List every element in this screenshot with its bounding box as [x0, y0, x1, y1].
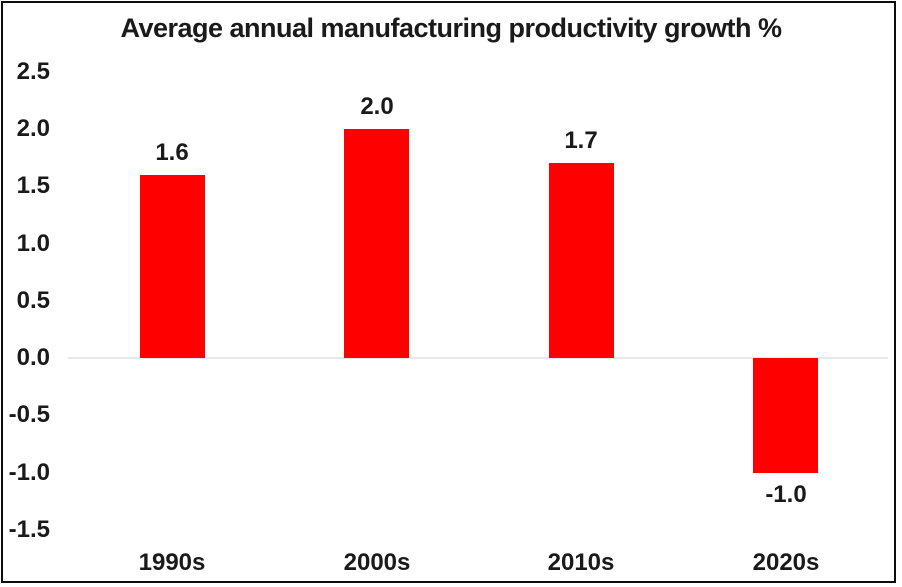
x-axis-tick-label: 2010s: [547, 549, 615, 576]
bar-1990s: [140, 175, 205, 358]
x-axis-tick-label: 1990s: [138, 549, 206, 576]
y-axis-tick-label: 1.0: [16, 230, 50, 257]
y-axis-tick-label: 0.0: [16, 344, 50, 371]
bar-2020s: [753, 358, 818, 473]
y-axis-tick-label: 2.0: [16, 115, 50, 142]
x-axis-tick-label: 2000s: [343, 549, 411, 576]
bar-value-label: 2.0: [360, 93, 394, 120]
y-axis-tick-label: 0.5: [16, 287, 50, 314]
y-axis-tick-label: -1.0: [8, 459, 50, 486]
bar-2000s: [344, 129, 409, 358]
chart-title: Average annual manufacturing productivit…: [120, 13, 782, 43]
bar-value-label: 1.6: [155, 139, 189, 166]
y-axis-tick-label: -0.5: [8, 401, 50, 428]
zero-gridline: [68, 357, 888, 359]
y-axis-tick-label: 2.5: [16, 58, 50, 85]
y-axis-tick-label: 1.5: [16, 172, 50, 199]
bar-value-label: -1.0: [765, 481, 807, 508]
bar-value-label: 1.7: [564, 127, 598, 154]
x-axis-tick-label: 2020s: [752, 549, 820, 576]
bar-2010s: [549, 163, 614, 358]
y-axis-tick-label: -1.5: [8, 516, 50, 543]
